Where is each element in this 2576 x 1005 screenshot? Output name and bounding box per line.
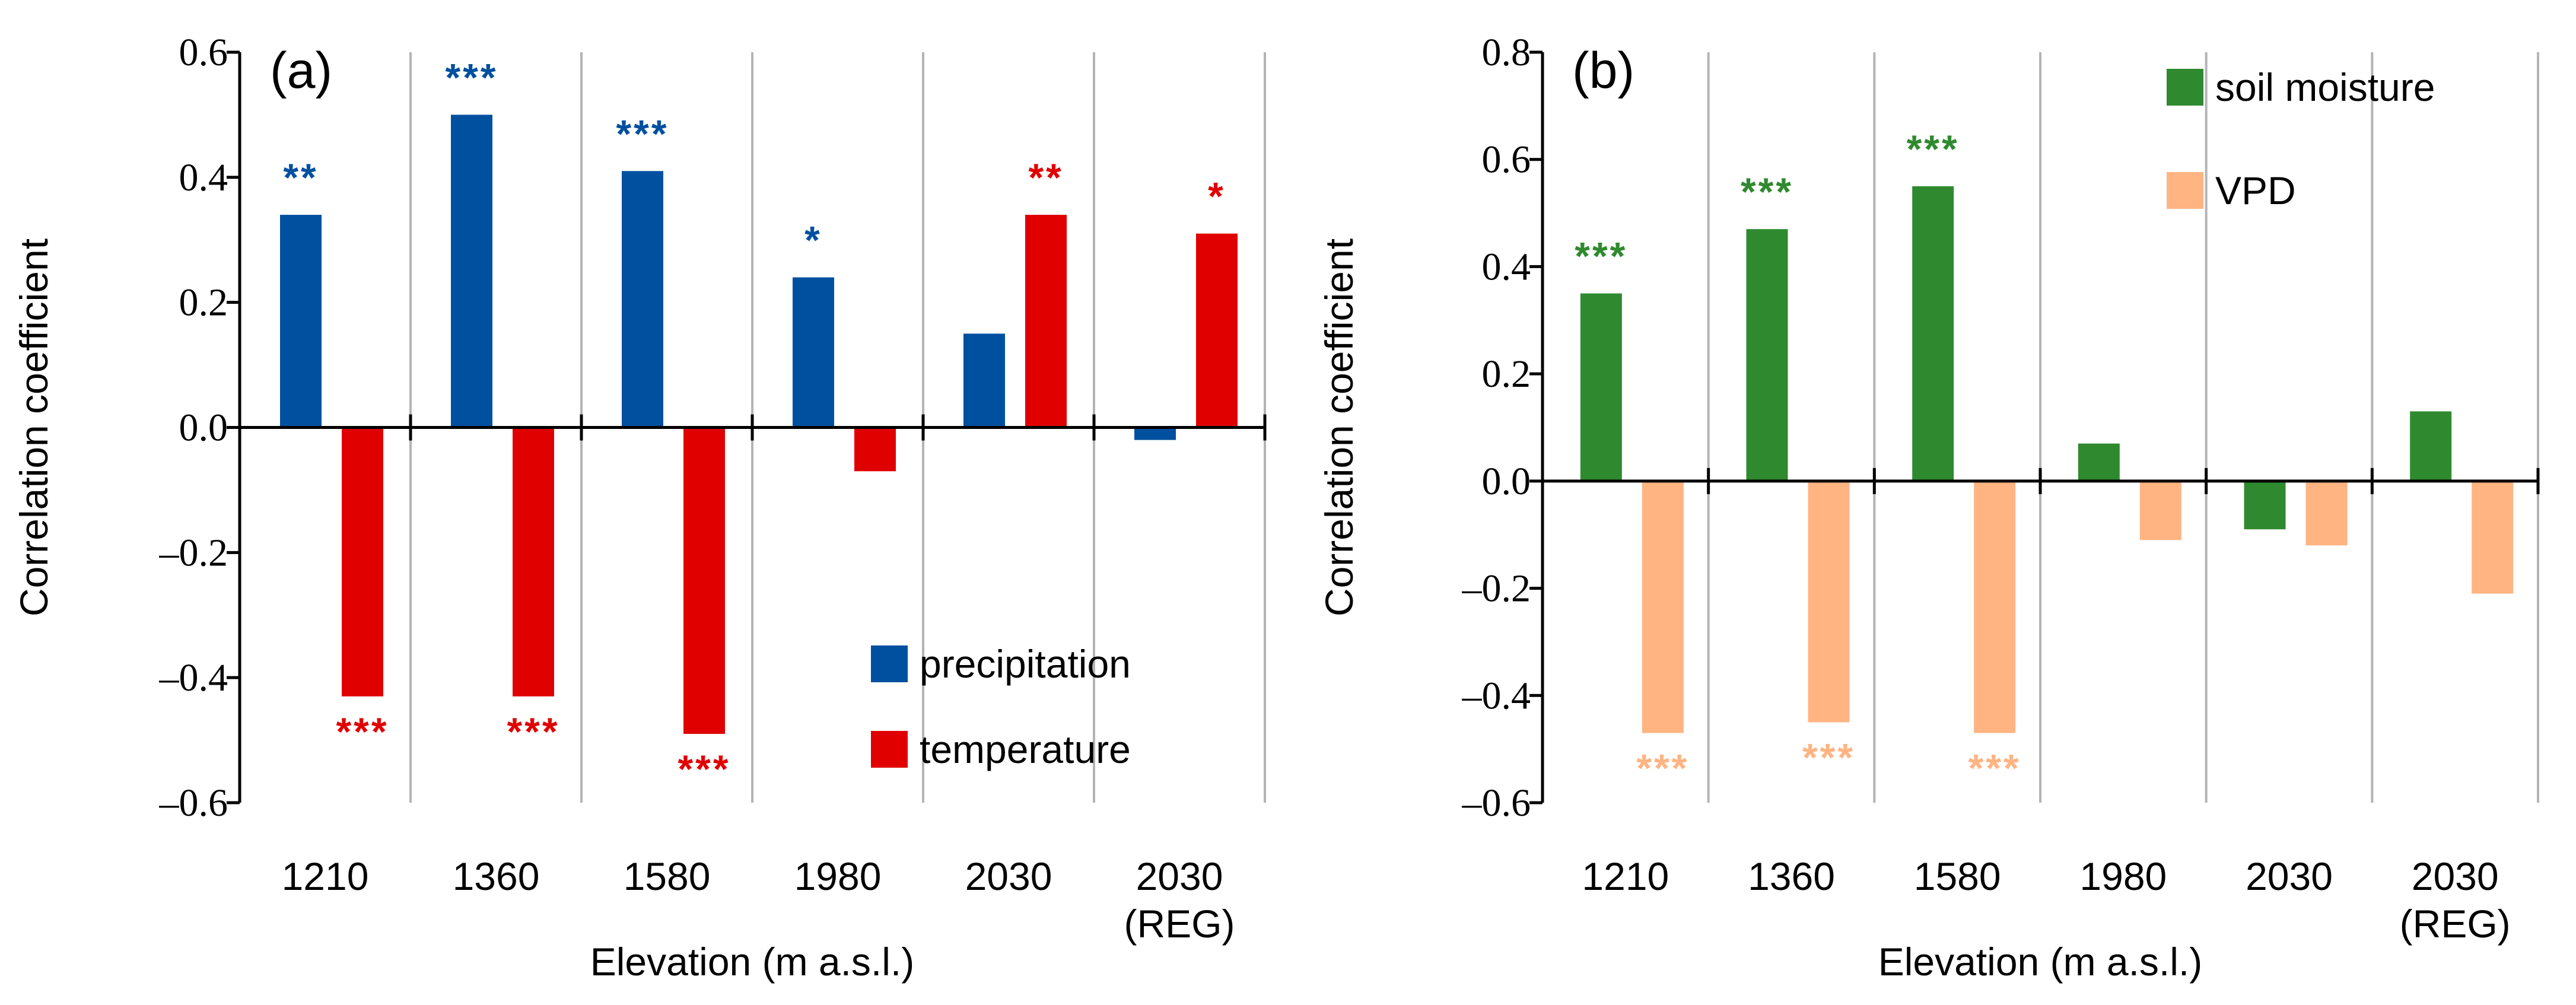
significance-mark: *** xyxy=(445,55,498,99)
legend-swatch xyxy=(871,645,908,682)
x-tick-label: 2030 xyxy=(965,854,1052,898)
x-tick-label: 1210 xyxy=(1582,854,1669,898)
bar-precipitation xyxy=(793,277,834,428)
x-tick-label: 2030 xyxy=(2412,854,2499,898)
bar-temperature xyxy=(1196,233,1238,428)
legend-entry: temperature xyxy=(920,727,1131,771)
legend-entry: soil moisture xyxy=(2215,65,2435,109)
bar-vpd xyxy=(2305,481,2348,546)
y-tick-label: 0.0 xyxy=(179,406,228,450)
bar-temperature xyxy=(1025,215,1067,428)
y-tick-label: 0.8 xyxy=(1482,31,1531,74)
significance-mark: ** xyxy=(1028,155,1063,199)
significance-mark: *** xyxy=(1575,234,1627,278)
bar-precipitation xyxy=(1134,427,1176,440)
x-tick-label: 1210 xyxy=(282,854,369,898)
y-tick-label: –0.4 xyxy=(1462,674,1531,717)
legend-entry: precipitation xyxy=(920,642,1131,686)
bar-precipitation xyxy=(963,333,1005,428)
significance-mark: *** xyxy=(1968,746,2021,790)
chart-panel-b: –0.6 –0.4 –0.2 0.0 0.2 0.4 0.6 0.8 Correlation c… xyxy=(1317,31,2540,984)
bar-temperature xyxy=(854,427,896,472)
bar-precipitation xyxy=(280,215,322,428)
bar-precipitation xyxy=(451,115,492,428)
bar-vpd xyxy=(2472,481,2514,594)
significance-mark: *** xyxy=(1802,735,1855,779)
bar-precipitation xyxy=(622,171,663,428)
y-tick-label: 0.4 xyxy=(179,156,228,199)
bar-soil-moisture xyxy=(1746,229,1788,481)
bar-soil-moisture xyxy=(2410,411,2452,481)
y-tick-label: –0.4 xyxy=(159,656,228,699)
x-axis-label: Elevation (m a.s.l.) xyxy=(590,940,915,984)
y-axis-label: Correlation coefficient xyxy=(1317,238,1361,616)
legend-swatch xyxy=(2167,172,2203,209)
x-tick-label: 2030 xyxy=(2246,854,2333,898)
significance-mark: *** xyxy=(1636,746,1689,790)
y-axis-label: Correlation coefficient xyxy=(12,238,56,616)
y-tick-label: 0.2 xyxy=(1482,352,1531,396)
x-tick-label: 1360 xyxy=(1748,854,1835,898)
bar-soil-moisture xyxy=(1580,293,1622,481)
significance-mark: *** xyxy=(616,112,669,155)
y-tick-label: –0.2 xyxy=(1462,567,1531,610)
legend: soil moisture VPD xyxy=(2167,65,2435,212)
y-tick-label: 0.4 xyxy=(1482,245,1531,288)
x-tick-label: (REG) xyxy=(2400,902,2511,946)
y-tick-label: 0.6 xyxy=(1482,138,1531,182)
bar-temperature xyxy=(683,427,725,734)
significance-mark: *** xyxy=(1741,170,1793,214)
significance-mark: *** xyxy=(678,747,730,791)
bar-temperature xyxy=(513,427,554,696)
x-tick-label: (REG) xyxy=(1124,902,1235,946)
significance-mark: * xyxy=(804,218,822,262)
bar-temperature xyxy=(342,427,383,696)
significance-mark: *** xyxy=(336,710,389,753)
y-tick-label: 0.2 xyxy=(179,281,228,325)
significance-mark: ** xyxy=(283,155,318,199)
bar-vpd xyxy=(1642,481,1684,733)
legend-swatch xyxy=(2167,69,2203,106)
y-tick-label: 0.0 xyxy=(1482,460,1531,503)
legend-entry: VPD xyxy=(2215,168,2296,212)
x-tick-label: 1580 xyxy=(624,854,711,898)
x-tick-label: 1580 xyxy=(1914,854,2001,898)
y-tick-label: –0.6 xyxy=(1462,781,1531,825)
bar-soil-moisture xyxy=(2244,481,2286,530)
bar-soil-moisture xyxy=(2078,443,2120,481)
y-tick-label: –0.2 xyxy=(159,531,228,574)
panel-label: (b) xyxy=(1572,42,1634,99)
legend-swatch xyxy=(871,731,908,768)
bar-vpd xyxy=(1808,481,1850,723)
x-tick-label: 2030 xyxy=(1136,854,1223,898)
bar-vpd xyxy=(2139,481,2181,540)
y-tick-label: –0.6 xyxy=(159,781,228,825)
legend: precipitation temperature xyxy=(871,642,1131,771)
significance-mark: *** xyxy=(1907,127,1960,171)
x-tick-label: 1980 xyxy=(794,854,882,898)
significance-mark: *** xyxy=(507,710,559,753)
x-tick-label: 1360 xyxy=(453,854,540,898)
chart-panel-a: –0.6 –0.4 –0.2 0.0 0.2 0.4 0.6 Correlation coef… xyxy=(12,31,1267,984)
y-tick-label: 0.6 xyxy=(179,31,228,74)
bar-vpd xyxy=(1974,481,2016,733)
x-tick-label: 1980 xyxy=(2079,854,2167,898)
x-axis-label: Elevation (m a.s.l.) xyxy=(1878,940,2203,984)
significance-mark: * xyxy=(1208,174,1226,218)
panel-label: (a) xyxy=(270,42,332,99)
bar-soil-moisture xyxy=(1912,186,1954,481)
